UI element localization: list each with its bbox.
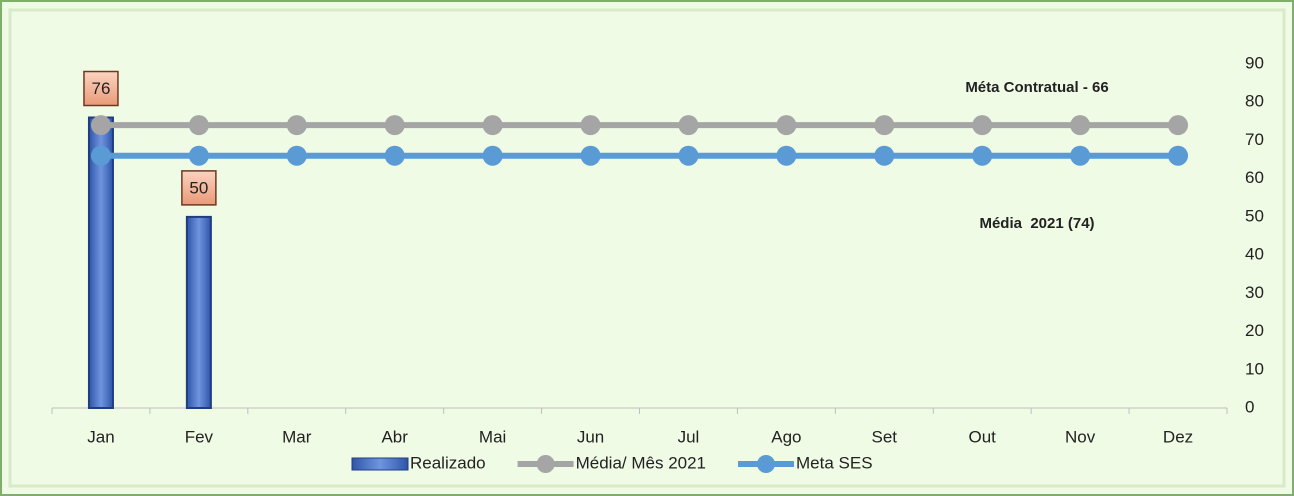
x-tick-label: Jul [678,427,700,446]
data-label-box [181,170,217,206]
legend-swatch [536,455,555,473]
legend-label: Realizado [410,453,486,472]
x-tick-label: Mai [479,427,506,446]
x-tick-label: Jun [577,427,604,446]
annotation: Média 2021 (74) [979,215,1094,232]
x-tick-label: Ago [771,427,801,446]
data-label-box [83,70,119,107]
annotation: Méta Contratual - 66 [965,79,1108,96]
x-tick-label: Abr [381,427,408,446]
marker [384,115,405,136]
data-label: 50 [189,178,208,197]
y-tick-label: 40 [1245,245,1264,264]
y-tick-label: 80 [1245,92,1264,111]
bar [185,215,212,409]
marker [482,115,503,136]
marker [482,145,503,166]
x-tick-label: Fev [185,427,214,446]
y-tick-label: 20 [1245,321,1264,340]
marker [286,145,307,166]
y-tick-label: 60 [1245,168,1264,187]
marker [776,115,797,136]
marker [1168,115,1189,136]
y-tick-label: 50 [1245,206,1264,225]
x-tick-label: Dez [1163,427,1193,446]
marker [1070,145,1091,166]
marker [776,145,797,166]
data-label: 76 [91,79,110,98]
y-tick-label: 70 [1245,130,1264,149]
y-tick-label: 90 [1245,53,1264,72]
y-tick-label: 0 [1245,397,1254,416]
x-tick-label: Nov [1065,427,1096,446]
marker [286,115,307,136]
legend-label: Meta SES [796,453,873,472]
marker [580,115,601,136]
marker [188,145,209,166]
marker [1070,115,1091,136]
marker [1168,145,1189,166]
marker [188,115,209,136]
x-tick-label: Jan [87,427,114,446]
legend-label: Média/ Mês 2021 [576,453,706,472]
marker [678,115,699,136]
x-tick-label: Set [872,427,898,446]
bar [87,116,114,409]
marker [972,145,993,166]
y-tick-label: 10 [1245,359,1264,378]
legend-swatch [757,455,776,473]
marker [874,115,895,136]
marker [580,145,601,166]
marker [90,145,111,166]
x-tick-label: Mar [282,427,312,446]
y-tick-label: 30 [1245,283,1264,302]
marker [384,145,405,166]
marker [972,115,993,136]
legend-swatch [351,457,409,471]
marker [874,145,895,166]
marker [90,115,111,136]
x-tick-label: Out [969,427,997,446]
marker [678,145,699,166]
inner-frame [8,8,1286,488]
